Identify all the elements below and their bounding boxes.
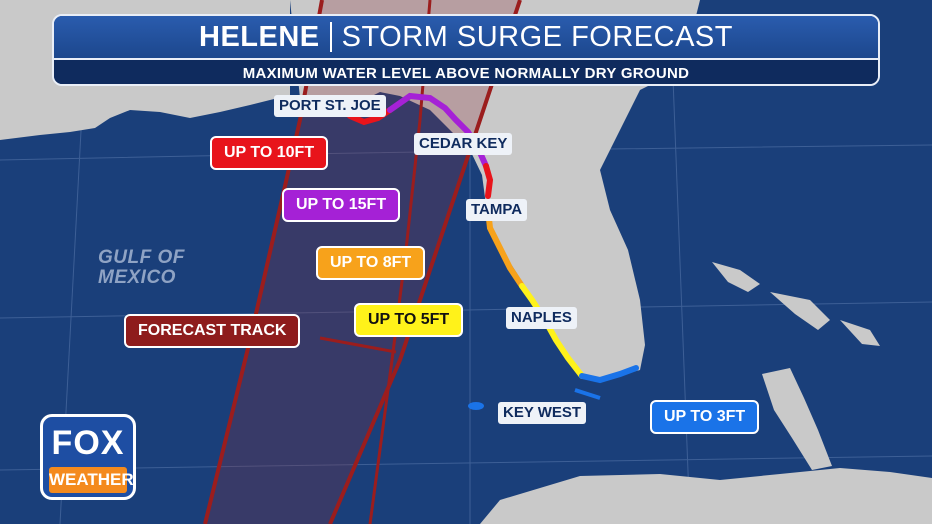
water-body-line2: MEXICO <box>98 267 176 288</box>
city-naples: NAPLES <box>506 307 577 329</box>
andros-island <box>762 368 832 470</box>
title-row: HELENE STORM SURGE FORECAST <box>54 16 878 58</box>
keys-surge <box>574 388 601 400</box>
title-divider <box>329 22 332 52</box>
logo-sub: WEATHER <box>49 467 133 493</box>
label-up-to-15ft: UP TO 15FT <box>282 188 401 222</box>
surge-5ft-segment <box>519 283 585 379</box>
header-banner: HELENE STORM SURGE FORECAST MAXIMUM WATE… <box>52 14 880 86</box>
bahamas <box>712 262 880 346</box>
cuba <box>480 468 932 524</box>
label-up-to-3ft: UP TO 3FT <box>650 400 760 434</box>
dry-tortugas-surge <box>468 402 484 410</box>
surge-10ft-segment-2 <box>483 163 494 199</box>
city-key-west: KEY WEST <box>498 402 587 424</box>
water-body-line1: GULF OF <box>98 247 185 268</box>
city-port-st-joe: PORT ST. JOE <box>274 95 386 117</box>
city-cedar-key: CEDAR KEY <box>414 133 513 155</box>
fox-weather-logo: FOX WEATHER <box>40 414 136 500</box>
track-leader-line <box>319 336 397 354</box>
florida-land <box>290 0 645 380</box>
label-up-to-8ft: UP TO 8FT <box>316 246 426 280</box>
label-up-to-5ft: UP TO 5FT <box>354 303 464 337</box>
label-forecast-track: FORECAST TRACK <box>124 314 301 348</box>
storm-name: HELENE <box>199 20 320 53</box>
surge-8ft-segment <box>485 207 525 289</box>
subtitle: MAXIMUM WATER LEVEL ABOVE NORMALLY DRY G… <box>54 58 878 84</box>
surge-3ft-segment <box>579 365 639 384</box>
city-tampa: TAMPA <box>466 199 528 221</box>
page-title: STORM SURGE FORECAST <box>341 20 733 53</box>
logo-brand: FOX <box>51 424 125 462</box>
label-up-to-10ft: UP TO 10FT <box>210 136 329 170</box>
water-body-label: GULF OF MEXICO <box>98 248 185 288</box>
